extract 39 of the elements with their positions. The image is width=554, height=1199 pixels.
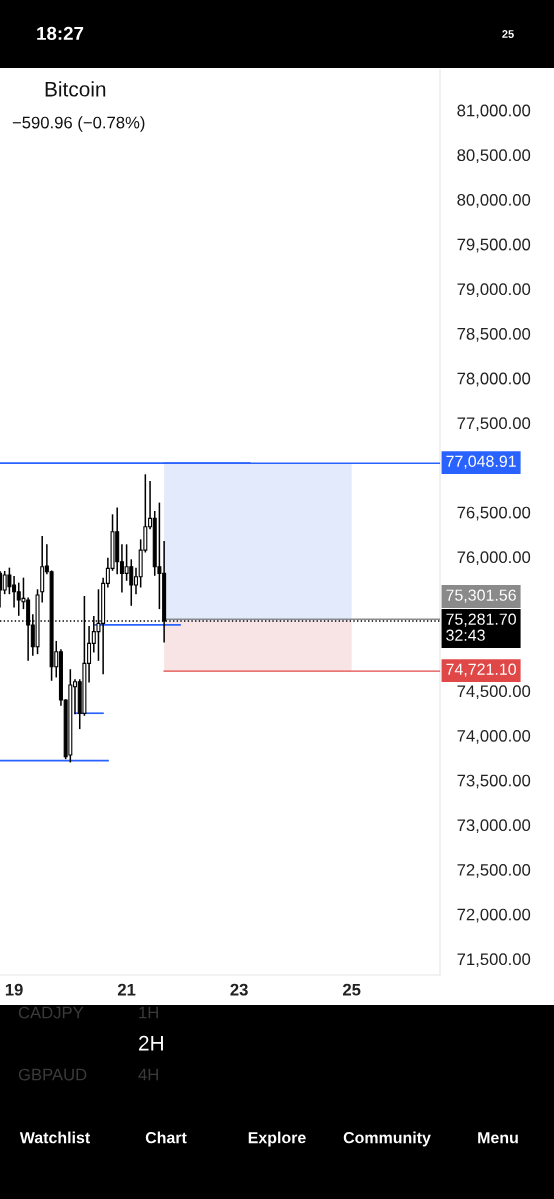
y-tick-label: 79,000.00: [457, 283, 531, 298]
x-tick-label: 21: [117, 983, 136, 996]
text: GBPAUD: [18, 1068, 87, 1081]
text: −590.96 (−0.78%): [12, 116, 145, 132]
y-tick-label: 72,500.00: [457, 863, 531, 878]
y-tick-label: 78,000.00: [457, 372, 531, 387]
ref-line-label: 74,721.10: [446, 663, 516, 677]
chart-title: Bitcoin: [45, 81, 106, 97]
text: Explore: [248, 1131, 306, 1147]
y-tick-label: 81,000.00: [457, 104, 531, 119]
text: Watchlist: [19, 1131, 90, 1144]
y-tick-label: 79,500.00: [457, 238, 531, 253]
text: 4H: [138, 1068, 158, 1081]
text: 25: [502, 30, 514, 38]
y-tick-label: 74,500.00: [457, 685, 531, 700]
y-tick-label: 73,500.00: [457, 774, 531, 789]
y-tick-label: 80,500.00: [457, 149, 531, 164]
y-tick-label: 78,500.00: [457, 327, 531, 342]
y-tick-label: 76,000.00: [457, 551, 531, 566]
y-tick-label: 77,500.00: [457, 417, 531, 432]
x-tick-label: 19: [5, 983, 23, 996]
y-tick-label: 74,000.00: [457, 729, 531, 744]
y-tick-label: 73,000.00: [457, 819, 531, 834]
text: Menu: [478, 1132, 518, 1144]
text: Community: [343, 1131, 431, 1147]
y-tick-label: 76,500.00: [457, 506, 531, 521]
x-tick-label: 23: [230, 983, 248, 996]
y-tick-label: 72,000.00: [457, 908, 531, 923]
text: CADJPY: [18, 1006, 84, 1019]
x-tick-label: 25: [342, 983, 361, 996]
ref-line-label: 75,301.56: [446, 589, 516, 603]
y-tick-label: 80,000.00: [457, 193, 531, 208]
text: 2H: [139, 1035, 163, 1051]
ref-line-label: 75,281.70 32:43: [446, 613, 516, 641]
y-tick-label: 71,500.00: [457, 953, 531, 968]
text: 18:27: [37, 26, 84, 41]
text: Chart: [145, 1131, 187, 1144]
ref-line-label: 77,048.91: [446, 455, 516, 469]
text: 1H: [139, 1006, 158, 1019]
